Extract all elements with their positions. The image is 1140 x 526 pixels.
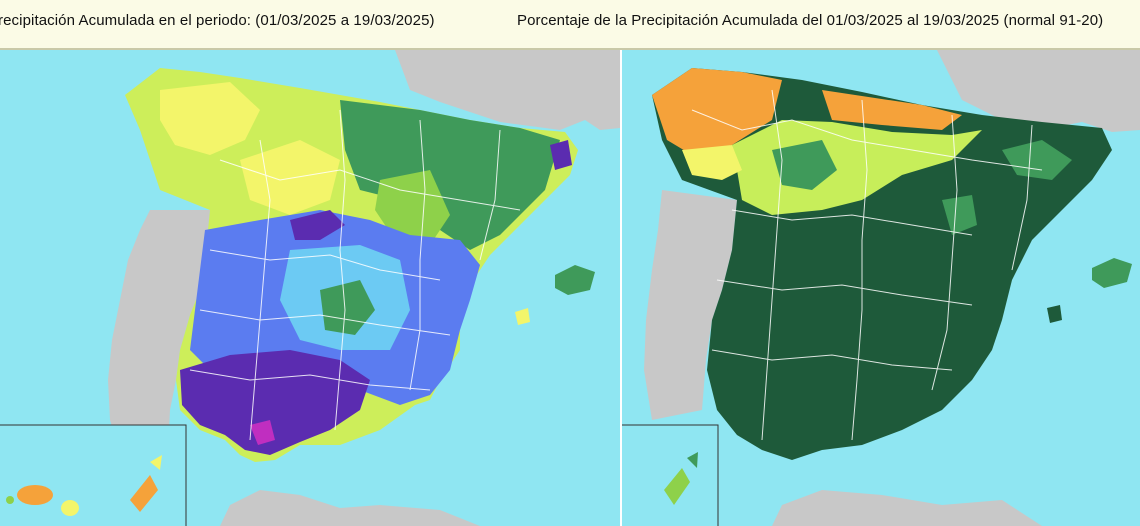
purple-zone-2	[290, 210, 345, 240]
province-borders	[691, 89, 1043, 441]
france-land	[937, 50, 1140, 132]
balearic-islands	[1092, 258, 1132, 288]
title-bar: recipitación Acumulada en el periodo: (0…	[0, 0, 1140, 50]
mid-green-zone-2	[942, 195, 977, 235]
mid-green-zone	[772, 140, 837, 190]
balearic-islands-2	[1047, 305, 1062, 323]
canary-inset	[0, 424, 187, 526]
right-map-title: Porcentaje de la Precipitación Acumulada…	[517, 12, 1104, 29]
precipitation-accumulated-svg	[0, 50, 620, 526]
africa-land	[772, 490, 1042, 526]
purple-zone-3	[550, 140, 572, 170]
light-green-zone	[732, 120, 982, 215]
yellow-zone	[160, 82, 260, 155]
portugal-land	[108, 210, 210, 455]
canary-islands	[6, 455, 162, 516]
green-inner-zone	[320, 280, 375, 335]
mid-green-zone-3	[1002, 140, 1072, 180]
panel-divider	[620, 50, 622, 526]
green-zone	[340, 100, 560, 250]
magenta-zone	[250, 420, 275, 445]
portugal-land	[644, 190, 737, 420]
province-borders	[189, 109, 521, 441]
france-land	[395, 50, 620, 130]
orange-zone-2	[822, 90, 962, 130]
balearic-islands-2	[515, 308, 530, 325]
orange-zone	[652, 68, 782, 155]
africa-land	[220, 490, 480, 526]
light-green-zone	[375, 170, 450, 245]
yellow-zone-2	[240, 140, 340, 215]
precipitation-percentage-map	[622, 50, 1140, 526]
canary-inset	[622, 424, 719, 526]
balearic-islands	[555, 265, 595, 295]
precipitation-percentage-svg	[622, 50, 1140, 526]
canary-islands	[664, 452, 698, 505]
precipitation-accumulated-map	[0, 50, 620, 526]
left-map-title: recipitación Acumulada en el periodo: (0…	[0, 12, 435, 29]
yellow-zone	[682, 145, 742, 180]
